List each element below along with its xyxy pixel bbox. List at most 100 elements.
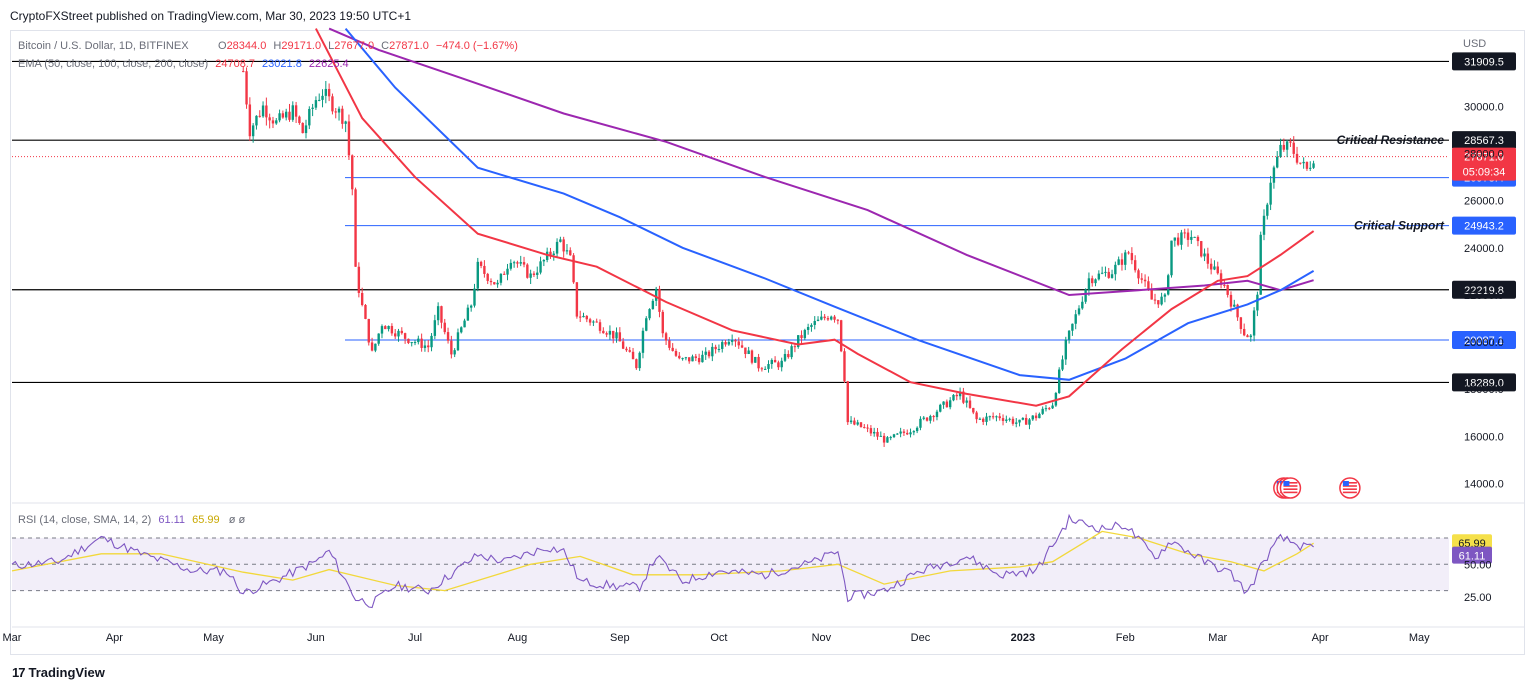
candle-body [902,431,906,433]
candle-body [1064,339,1067,360]
candle-body [1097,273,1101,280]
ohlc-h-key: H [273,40,281,52]
candle-body [654,288,658,301]
candle-body [384,326,387,330]
candle-body [516,262,519,264]
candle-body [641,330,645,353]
candle-body [387,325,390,330]
tradingview-footer[interactable]: 17 TradingView [12,665,105,680]
candle-body [704,351,707,355]
candle-body [843,351,846,382]
candle-body [503,273,506,275]
candle-body [466,307,470,321]
candle-body [1176,237,1180,245]
candle-body [1292,142,1295,154]
candle-body [1048,408,1051,410]
candle-body [582,315,585,318]
candle-body [645,318,648,331]
level-annotation: Critical Resistance [1337,133,1445,147]
candle-body [965,400,968,403]
candle-body [430,335,433,348]
candle-body [638,352,641,369]
ohlc-o-value: 28344.0 [227,40,267,52]
candle-body [318,99,321,101]
candle-body [631,351,635,360]
candle-body [479,261,483,266]
currency-label: USD [1463,38,1486,50]
candle-body [585,315,588,320]
candle-body [1236,304,1239,318]
x-tick-label: Aug [508,632,528,644]
candle-body [757,356,760,369]
candle-body [714,346,717,350]
candle-body [1153,299,1157,301]
candle-body [298,116,301,123]
candle-body [1186,232,1190,240]
candle-body [1272,167,1276,183]
ema200-value: 22625.4 [309,58,349,70]
y-tick-label: 30000.0 [1464,101,1504,113]
candle-body [991,416,995,418]
candle-body [945,401,949,408]
candle-body [575,282,579,317]
candle-body [268,117,271,121]
candle-body [433,320,437,336]
candle-body [1246,335,1249,338]
x-tick-label: 2023 [1011,632,1035,644]
candle-body [678,355,681,359]
candle-body [935,411,939,418]
candle-body [783,353,787,361]
candle-body [1077,308,1081,315]
candle-body [1223,284,1226,286]
level-value: 18289.0 [1464,377,1504,389]
candle-body [1190,236,1193,240]
candle-body [906,432,909,435]
ohlc-l-key: L [328,40,334,52]
candle-body [939,404,942,412]
level-tag [1452,52,1516,71]
candle-body [1051,405,1054,409]
candle-body [1209,263,1213,270]
candle-body [621,341,625,349]
candle-body [777,362,780,368]
candle-body [681,358,684,360]
candle-body [251,125,255,137]
candle-body [453,350,456,355]
candle-body [569,250,572,256]
x-tick-label: Dec [911,632,931,644]
candle-body [863,427,866,429]
candle-body [255,115,258,126]
candle-body [1120,259,1124,265]
event-flags[interactable] [1273,477,1361,499]
level-value: 22219.8 [1464,285,1504,297]
candle-body [724,342,727,345]
candle-body [658,288,661,312]
ema100-value: 23021.8 [262,58,302,70]
candle-body [476,261,479,289]
rsi-ma-value: 65.99 [192,514,220,526]
flag-stripe [1283,485,1298,487]
candle-body [446,332,450,341]
flag-stripe [1342,488,1357,490]
candle-body [615,332,618,339]
candle-body [605,333,608,335]
candle-body [1239,317,1243,329]
candle-body [542,260,546,262]
candle-body [304,125,308,134]
candle-body [790,346,793,358]
candle-body [628,350,631,352]
x-tick-label: May [203,632,224,644]
rsi-extra: ø ø [229,514,246,526]
candle-body [1262,215,1266,235]
candle-body [532,273,536,275]
y-tick-label: 18000.0 [1464,384,1504,396]
candle-body [506,268,509,275]
rsi-tag [1452,546,1492,564]
flag-stripe [1283,491,1298,494]
y-tick-label: 24000.0 [1464,243,1504,255]
candle-body [896,433,899,435]
candle-body [747,350,750,355]
